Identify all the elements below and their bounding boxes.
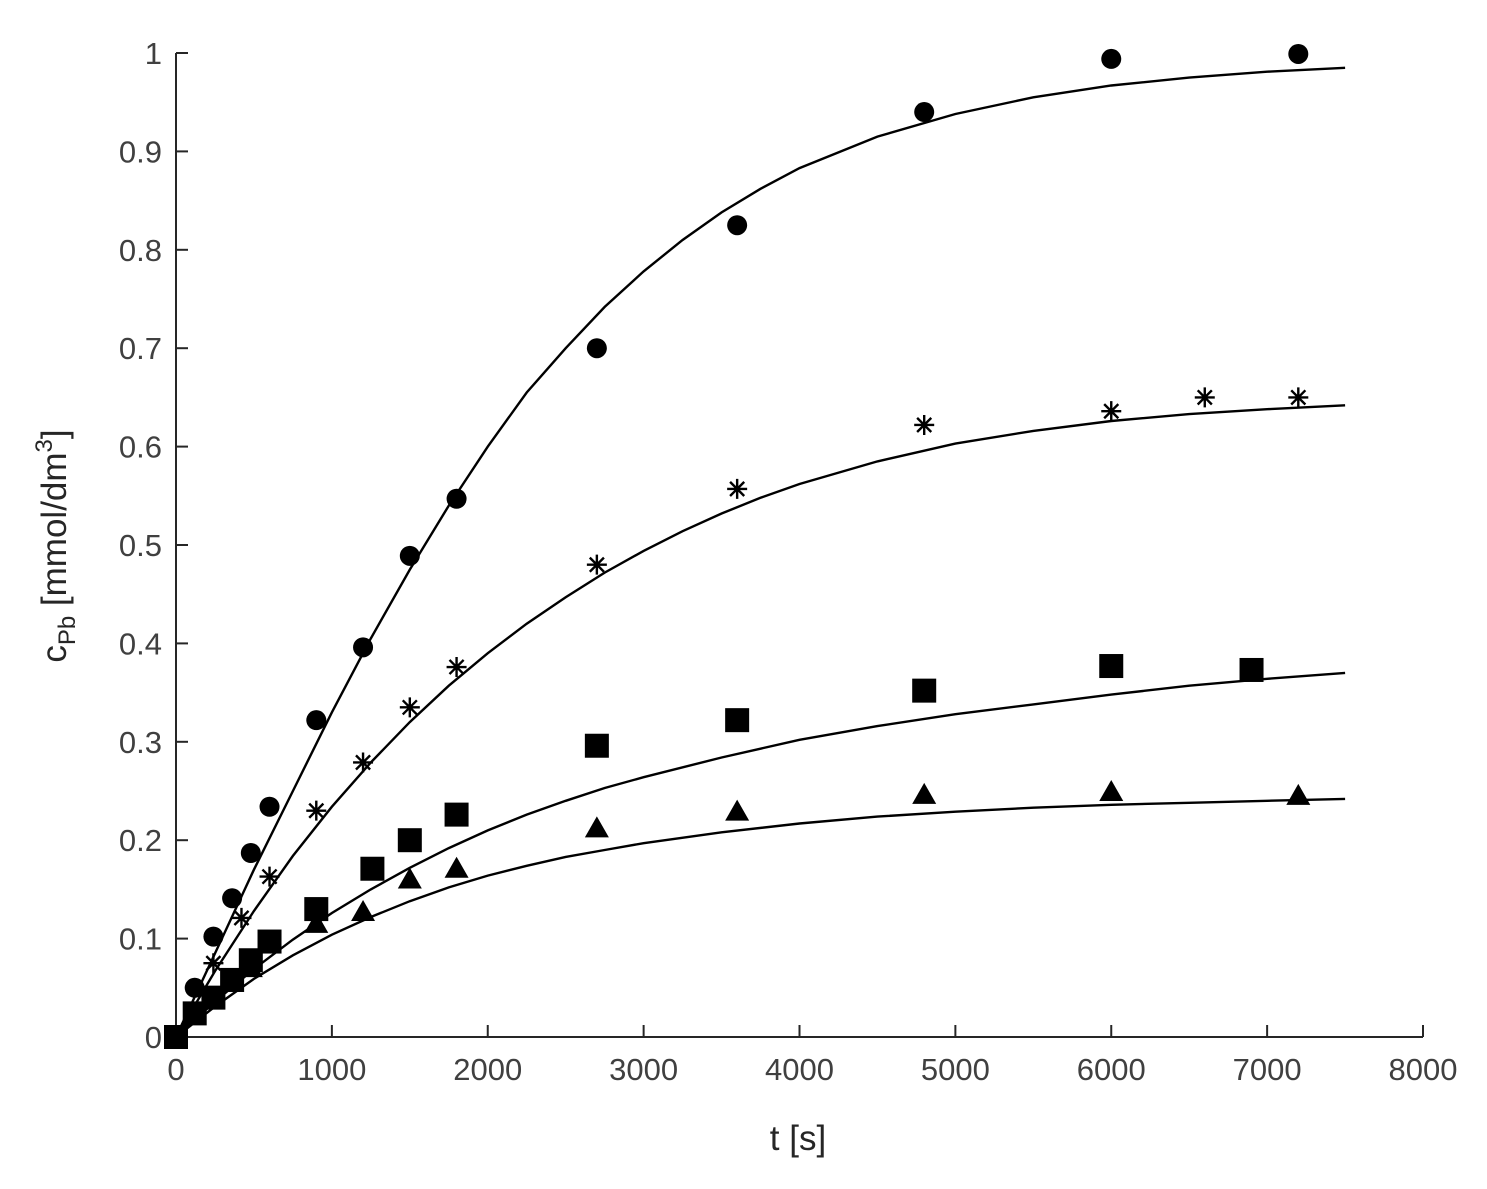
fit-line-triangle: [175, 797, 1346, 1038]
y-axis-title-close: ]: [35, 429, 74, 439]
x-tick-label: 3000: [609, 1052, 678, 1087]
data-point-square: [1239, 657, 1264, 682]
x-tick-label: 1000: [297, 1052, 366, 1087]
data-point-triangle: [444, 856, 469, 878]
data-point-circle: [586, 338, 607, 359]
y-axis-title-superscript: 3: [31, 439, 58, 452]
data-point-square: [397, 828, 422, 853]
data-point-star: [306, 800, 327, 821]
data-point-star: [1194, 387, 1215, 408]
x-tick-label: 8000: [1389, 1052, 1458, 1087]
data-point-star: [727, 478, 748, 499]
data-point-circle: [446, 488, 467, 509]
data-point-star: [259, 866, 280, 887]
x-tick-label: 0: [167, 1052, 184, 1087]
y-tick-label: 1: [145, 36, 162, 71]
data-point-triangle: [912, 782, 937, 804]
data-point-circle: [1288, 43, 1309, 64]
x-tick-label: 7000: [1233, 1052, 1302, 1087]
data-point-square: [360, 856, 385, 881]
x-axis-title: t [s]: [770, 1119, 826, 1158]
fit-lines: [174, 66, 1346, 1038]
data-point-triangle: [351, 900, 376, 922]
data-point-circle: [914, 102, 935, 123]
data-point-triangle: [164, 1025, 188, 1046]
data-point-circle: [222, 888, 243, 909]
y-tick-label: 0.6: [119, 430, 162, 465]
data-point-circle: [240, 842, 261, 863]
y-tick-label: 0.8: [119, 233, 162, 268]
y-tick-label: 0.4: [119, 626, 162, 661]
x-tick-label: 6000: [1077, 1052, 1146, 1087]
data-point-square: [444, 802, 469, 827]
data-point-circle: [184, 977, 205, 998]
data-point-square: [912, 678, 937, 703]
data-point-triangle: [238, 956, 263, 978]
data-point-star: [203, 953, 224, 974]
y-axis-title-subscript: Pb: [54, 616, 81, 645]
data-point-triangle: [725, 799, 750, 821]
data-point-triangle: [1286, 783, 1311, 805]
x-tick-label: 5000: [921, 1052, 990, 1087]
data-point-star: [1288, 387, 1309, 408]
data-point-star: [586, 554, 607, 575]
data-point-square: [584, 733, 609, 758]
fit-line-star: [174, 404, 1346, 1038]
x-tick-label: 4000: [765, 1052, 834, 1087]
data-point-circle: [1101, 48, 1122, 69]
fit-line-square: [175, 671, 1346, 1038]
data-point-square: [257, 929, 282, 954]
data-point-star: [446, 657, 467, 678]
y-tick-label: 0.3: [119, 725, 162, 760]
y-tick-label: 0.2: [119, 823, 162, 858]
y-tick-label: 0.1: [119, 922, 162, 957]
y-tick-label: 0.7: [119, 331, 162, 366]
data-point-triangle: [584, 816, 609, 838]
data-point-star: [353, 752, 374, 773]
data-point-star: [231, 907, 252, 928]
data-point-triangle: [397, 867, 422, 889]
data-point-circle: [353, 637, 374, 658]
data-point-star: [399, 697, 420, 718]
y-tick-label: 0: [145, 1020, 162, 1055]
x-tick-label: 2000: [453, 1052, 522, 1087]
y-axis-title-main: c: [35, 645, 74, 663]
y-axis-title-unit: [mmol/dm: [35, 452, 74, 615]
data-point-square: [1099, 654, 1124, 679]
data-point-triangle: [1099, 779, 1124, 801]
data-point-circle: [306, 710, 327, 731]
data-point-star: [914, 414, 935, 435]
markers: [164, 43, 1311, 1049]
data-point-triangle: [304, 911, 329, 933]
data-point-circle: [399, 545, 420, 566]
data-point-circle: [727, 215, 748, 236]
data-point-circle: [259, 796, 280, 817]
data-point-triangle: [220, 970, 245, 992]
y-axis-title: cPb [mmol/dm3]: [31, 429, 81, 662]
y-tick-label: 0.9: [119, 134, 162, 169]
data-point-circle: [203, 926, 224, 947]
y-tick-label: 0.5: [119, 528, 162, 563]
fit-line-circle: [174, 66, 1346, 1038]
data-point-star: [1101, 401, 1122, 422]
data-point-square: [725, 708, 750, 733]
axes: 0 1000 2000 3000 4000 5000 6000 7000 8000 0 0.1 0.2…: [119, 36, 1458, 1087]
